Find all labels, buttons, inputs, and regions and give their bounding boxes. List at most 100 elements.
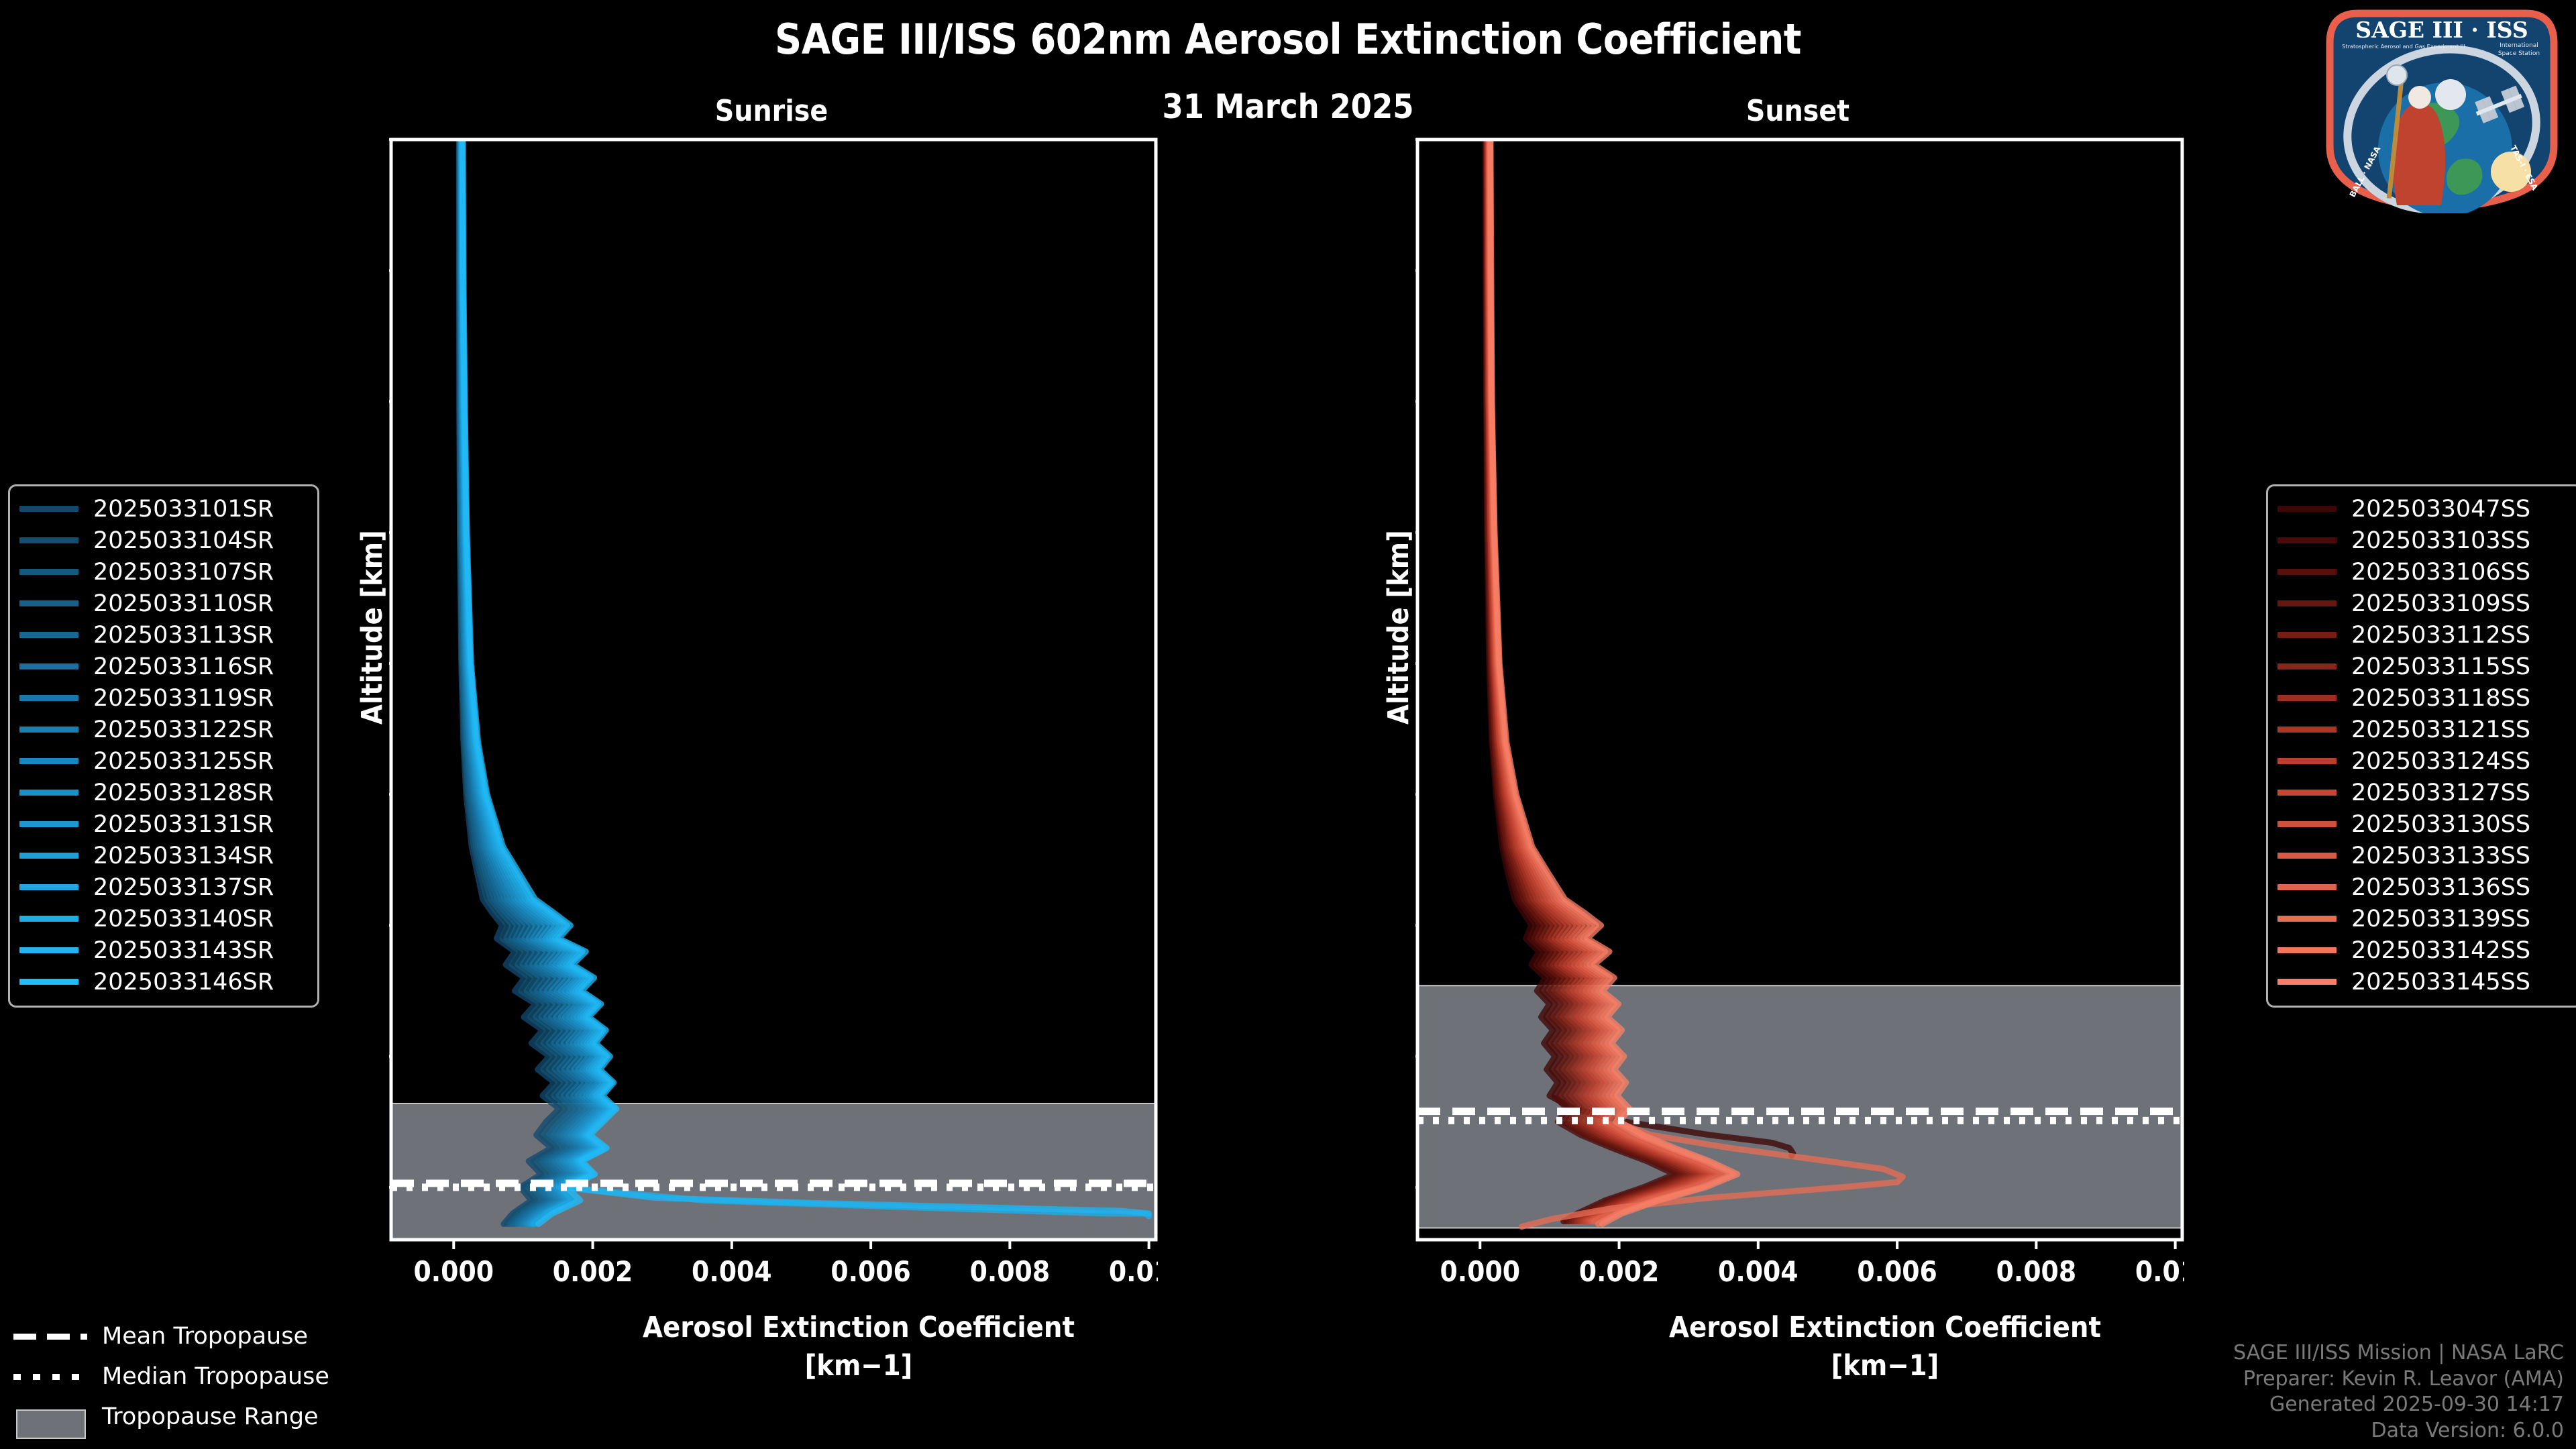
legend-item[interactable]: 2025033136SS (2277, 871, 2571, 903)
legend-item[interactable]: 2025033115SS (2277, 651, 2571, 682)
x-axis-tick-label: 0.006 (830, 1255, 911, 1288)
x-axis-tick-label: 0.008 (970, 1255, 1051, 1288)
legend-color-swatch (2277, 758, 2337, 764)
legend-color-swatch (2277, 506, 2337, 512)
legend-color-swatch (19, 600, 78, 606)
patch-title: SAGE III · ISS (2355, 17, 2528, 43)
legend-color-swatch (19, 821, 78, 827)
legend-label: 2025033106SS (2351, 558, 2531, 586)
legend-item[interactable]: 2025033106SS (2277, 556, 2571, 588)
profile-line (1487, 140, 1741, 1228)
legend-item[interactable]: 2025033047SS (2277, 493, 2571, 525)
patch-subtitle-right-1: International (2500, 42, 2538, 49)
legend-label: 2025033113SR (93, 621, 274, 649)
credits-block: SAGE III/ISS Mission | NASA LaRC Prepare… (2233, 1340, 2564, 1444)
x-axis-tick-label: 0.010 (2135, 1255, 2184, 1288)
legend-label: 2025033143SR (93, 936, 274, 964)
legend-color-swatch (19, 979, 78, 985)
legend-item[interactable]: 2025033113SR (19, 619, 308, 651)
date-subtitle: 31 March 2025 (1162, 87, 1414, 126)
x-axis-tick-label: 0.010 (1109, 1255, 1158, 1288)
legend-color-swatch (2277, 727, 2337, 733)
legend-item[interactable]: 2025033127SS (2277, 777, 2571, 808)
legend-item[interactable]: 2025033103SS (2277, 525, 2571, 556)
legend-label: 2025033139SS (2351, 905, 2531, 932)
legend-item-median-tropopause: Median Tropopause (13, 1356, 329, 1397)
legend-color-swatch (19, 695, 78, 701)
patch-iss-icon (2475, 85, 2525, 123)
legend-item[interactable]: 2025033101SR (19, 493, 308, 525)
legend-label: 2025033118SS (2351, 684, 2531, 712)
legend-label: 2025033121SS (2351, 716, 2531, 743)
legend-color-swatch (19, 663, 78, 669)
legend-color-swatch (2277, 884, 2337, 890)
legend-label: 2025033128SR (93, 779, 274, 806)
legend-label: 2025033101SR (93, 495, 274, 523)
legend-item[interactable]: 2025033139SS (2277, 903, 2571, 934)
legend-color-swatch (2277, 979, 2337, 985)
x-axis-tick-label: 0.006 (1857, 1255, 1937, 1288)
legend-label: 2025033130SS (2351, 810, 2531, 838)
legend-color-swatch (19, 947, 78, 953)
legend-item[interactable]: 2025033109SS (2277, 588, 2571, 619)
legend-label: 2025033119SR (93, 684, 274, 712)
patch-sun (2491, 152, 2531, 192)
legend-item[interactable]: 2025033128SR (19, 777, 308, 808)
legend-item[interactable]: 2025033125SR (19, 745, 308, 777)
legend-item[interactable]: 2025033110SR (19, 588, 308, 619)
credits-line-preparer: Preparer: Kevin R. Leavor (AMA) (2243, 1366, 2564, 1391)
legend-label: 2025033122SR (93, 716, 274, 743)
patch-moon (2435, 79, 2466, 110)
y-axis-label-sunset: Altitude [km] (1382, 530, 1415, 724)
credits-line-generated: Generated 2025-09-30 14:17 (2269, 1393, 2564, 1417)
legend-item[interactable]: 2025033124SS (2277, 745, 2571, 777)
legend-label: 2025033133SS (2351, 842, 2531, 869)
legend-item[interactable]: 2025033134SR (19, 840, 308, 871)
plot-panel-sunrise: 1015202530354045500.0000.0020.0040.0060.… (389, 138, 1158, 1291)
legend-item[interactable]: 2025033104SR (19, 525, 308, 556)
legend-tropopause: Mean Tropopause Median Tropopause Tropop… (13, 1316, 329, 1439)
x-axis-tick-label: 0.008 (1996, 1255, 2077, 1288)
legend-color-swatch (2277, 853, 2337, 859)
legend-item[interactable]: 2025033140SR (19, 903, 308, 934)
legend-item[interactable]: 2025033133SS (2277, 840, 2571, 871)
x-axis-label-sunset: Aerosol Extinction Coefficient [km−1] (1415, 1313, 2355, 1381)
legend-color-swatch (2277, 632, 2337, 638)
legend-item[interactable]: 2025033112SS (2277, 619, 2571, 651)
legend-sunrise[interactable]: 2025033101SR 2025033104SR 2025033107SR 2025… (8, 484, 319, 1008)
sage-iii-iss-mission-patch-logo: SAGE III · ISS Stratospheric Aerosol and … (2318, 5, 2566, 217)
credits-line-mission: SAGE III/ISS Mission | NASA LaRC (2233, 1341, 2564, 1365)
legend-item[interactable]: 2025033119SR (19, 682, 308, 714)
legend-item[interactable]: 2025033143SR (19, 934, 308, 966)
legend-item[interactable]: 2025033116SR (19, 651, 308, 682)
legend-label: 2025033127SS (2351, 779, 2531, 806)
legend-color-swatch (2277, 821, 2337, 827)
credits-line-version: Data Version: 6.0.0 (2371, 1418, 2564, 1442)
legend-color-swatch (19, 853, 78, 859)
plot-frame (389, 138, 1158, 1242)
tropopause-range-band (1417, 985, 2182, 1229)
legend-item[interactable]: 2025033131SR (19, 808, 308, 840)
legend-item[interactable]: 2025033142SS (2277, 934, 2571, 966)
y-axis-label-sunrise: Altitude [km] (356, 530, 389, 724)
legend-label: 2025033146SR (93, 968, 274, 996)
legend-item[interactable]: 2025033146SR (19, 966, 308, 998)
legend-label: 2025033116SR (93, 653, 274, 680)
legend-item[interactable]: 2025033137SR (19, 871, 308, 903)
legend-item[interactable]: 2025033107SR (19, 556, 308, 588)
legend-sunset[interactable]: 2025033047SS 2025033103SS 2025033106SS 2025… (2266, 484, 2576, 1008)
legend-item[interactable]: 2025033118SS (2277, 682, 2571, 714)
legend-item[interactable]: 2025033130SS (2277, 808, 2571, 840)
legend-item[interactable]: 2025033145SS (2277, 966, 2571, 998)
legend-label: 2025033107SR (93, 558, 274, 586)
legend-color-swatch (2277, 569, 2337, 575)
legend-color-swatch (2277, 600, 2337, 606)
legend-label: 2025033131SR (93, 810, 274, 838)
x-axis-tick-label: 0.002 (553, 1255, 633, 1288)
legend-item[interactable]: 2025033121SS (2277, 714, 2571, 745)
dashed-line-icon (13, 1329, 87, 1344)
legend-item[interactable]: 2025033122SR (19, 714, 308, 745)
legend-color-swatch (19, 758, 78, 764)
legend-label: 2025033115SS (2351, 653, 2531, 680)
